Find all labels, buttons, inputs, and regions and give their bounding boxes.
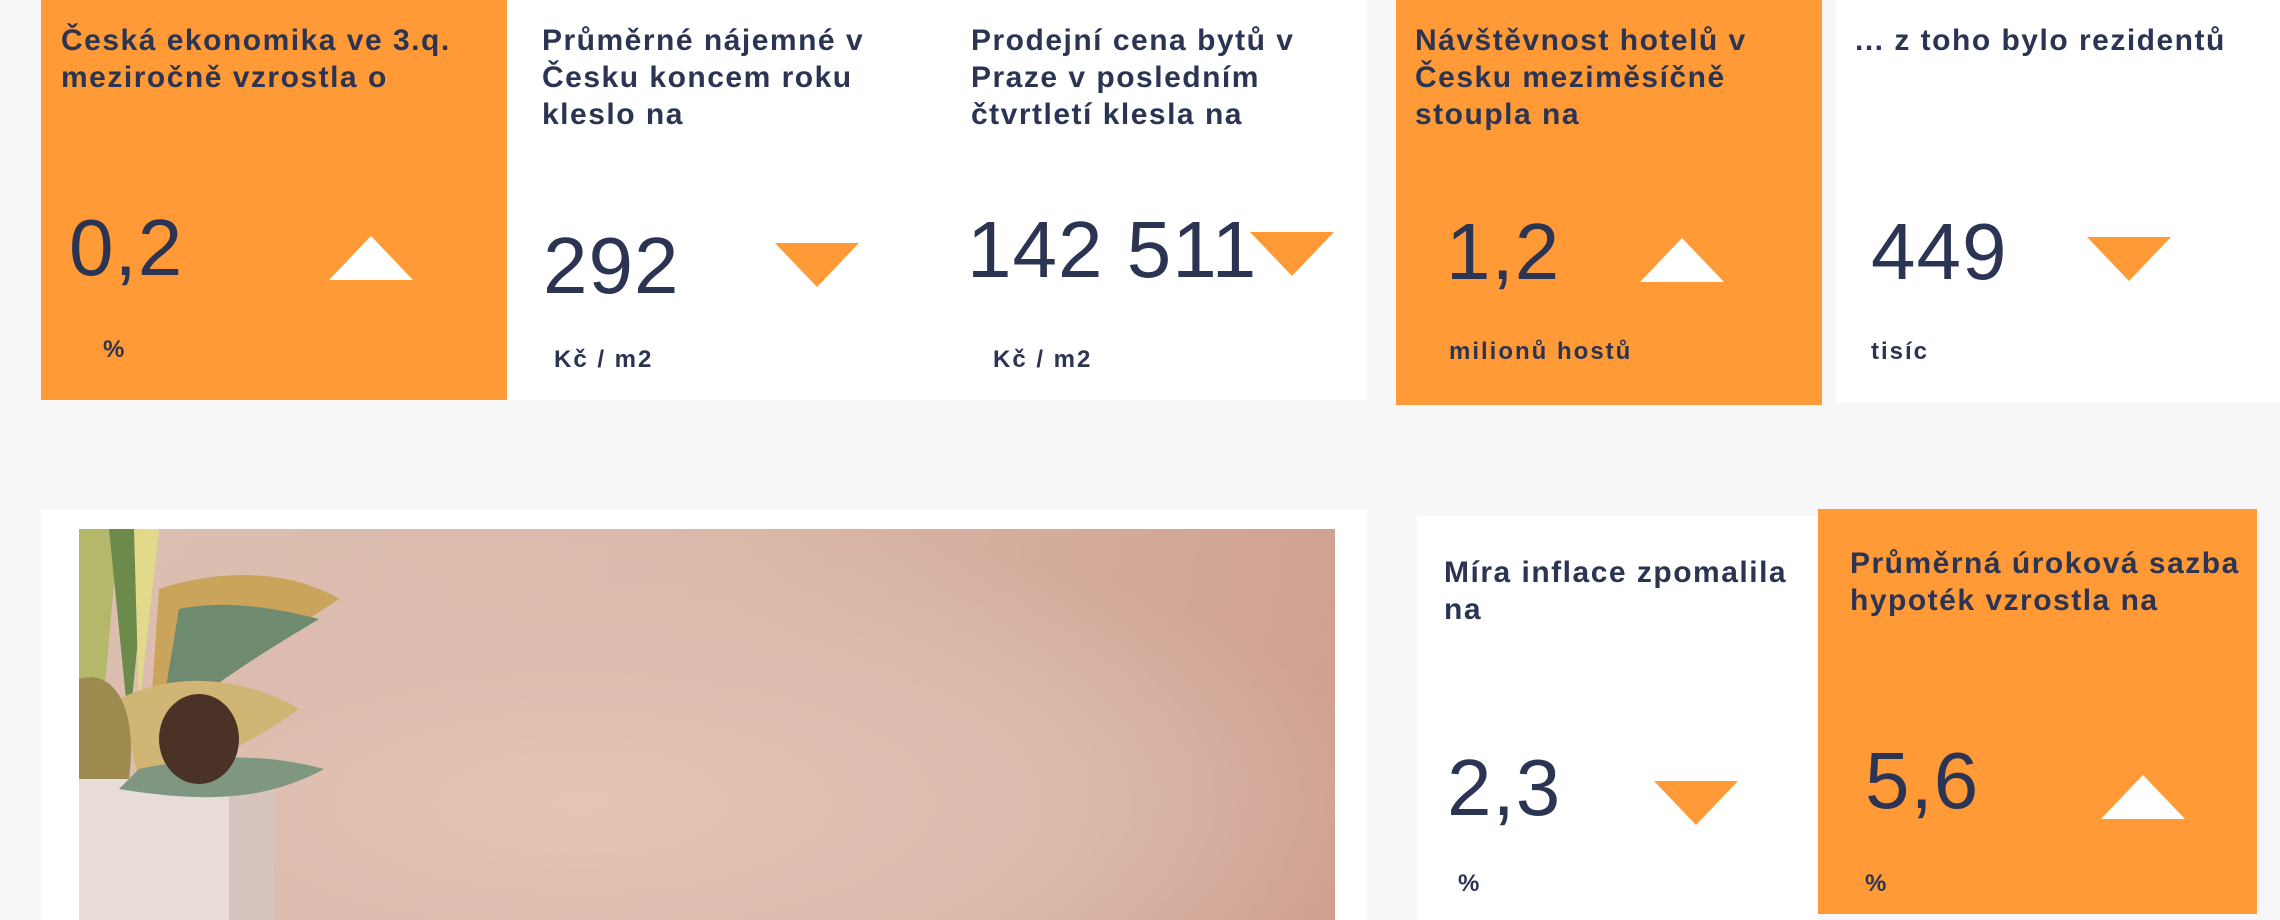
card-value: 5,6 [1865, 736, 1980, 825]
stat-card-rent: Průměrné nájemné v Česku koncem roku kle… [507, 0, 937, 400]
stat-card-mortgage-rate: Průměrná úroková sazba hypoték vzrostla … [1818, 509, 2257, 914]
card-title: Česká ekonomika ve 3.q. meziročně vzrost… [61, 24, 451, 94]
card-value: 292 [543, 221, 680, 310]
trend-down-icon [1654, 781, 1738, 825]
card-unit: Kč / m2 [554, 346, 654, 373]
trend-down-icon [2087, 237, 2171, 281]
trend-down-icon [1250, 232, 1334, 276]
card-title: Průměrné nájemné v Česku koncem roku kle… [542, 24, 865, 131]
card-unit: % [1458, 870, 1482, 897]
plant-icon [79, 529, 339, 920]
card-title: ... z toho bylo rezidentů [1855, 24, 2226, 57]
card-unit: tisíc [1871, 338, 1930, 365]
card-unit: Kč / m2 [993, 346, 1093, 373]
card-value: 142 511 [967, 205, 1258, 294]
card-title: Míra inflace zpomalila na [1444, 556, 1788, 626]
card-unit: % [1865, 870, 1889, 897]
card-title: Návštěvnost hotelů v Česku meziměsíčně s… [1415, 24, 1747, 131]
card-value: 449 [1871, 207, 2008, 296]
stat-card-inflation: Míra inflace zpomalila na 2,3 % [1417, 516, 1819, 920]
card-unit: milionů hostů [1449, 338, 1633, 365]
stat-card-residents: ... z toho bylo rezidentů 449 tisíc [1836, 0, 2280, 403]
card-value: 1,2 [1446, 207, 1561, 296]
stat-card-economy: Česká ekonomika ve 3.q. meziročně vzrost… [41, 0, 507, 400]
stat-card-prague-flats: Prodejní cena bytů v Praze v posledním č… [937, 0, 1367, 400]
card-value: 0,2 [69, 203, 184, 292]
card-value: 2,3 [1447, 743, 1562, 832]
card-title: Průměrná úroková sazba hypoték vzrostla … [1850, 547, 2240, 617]
trend-up-icon [1640, 238, 1724, 282]
trend-up-icon [329, 236, 413, 280]
trend-down-icon [775, 243, 859, 287]
card-unit: % [103, 336, 127, 363]
potted-plant-photo [79, 529, 1335, 920]
card-title: Prodejní cena bytů v Praze v posledním č… [971, 24, 1295, 131]
stat-card-hotels: Návštěvnost hotelů v Česku meziměsíčně s… [1396, 0, 1822, 405]
trend-up-icon [2101, 775, 2185, 819]
